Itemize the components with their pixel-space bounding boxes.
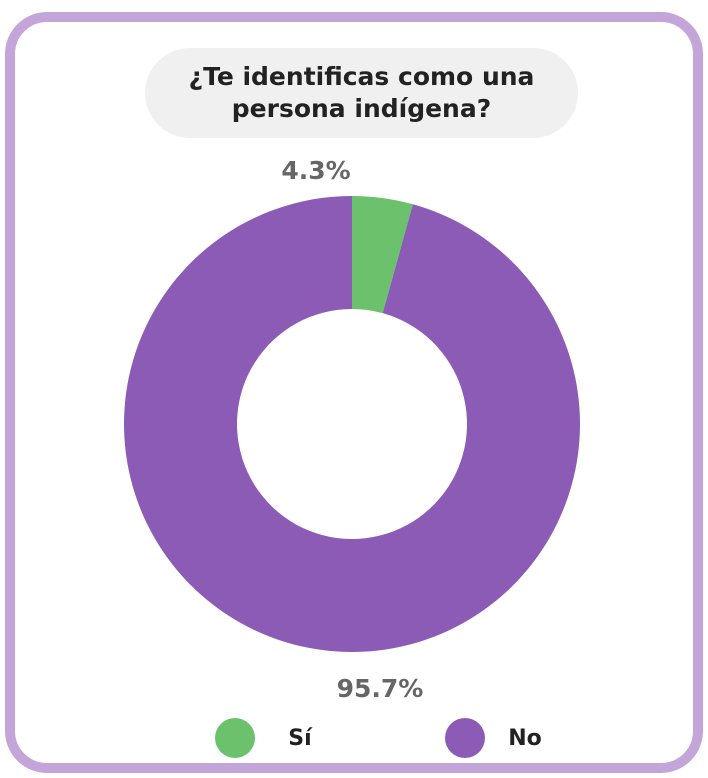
legend-swatch: [445, 718, 485, 758]
legend-label: No: [508, 726, 542, 751]
data-label: 95.7%: [337, 674, 424, 703]
legend-swatch: [215, 718, 255, 758]
title-pill: ¿Te identificas como una persona indígen…: [145, 48, 578, 138]
chart-title: ¿Te identificas como una persona indígen…: [188, 62, 535, 123]
donut-slice: [352, 196, 413, 314]
data-label: 4.3%: [281, 156, 350, 185]
donut-slice: [124, 196, 581, 653]
legend-label: Sí: [288, 726, 313, 751]
